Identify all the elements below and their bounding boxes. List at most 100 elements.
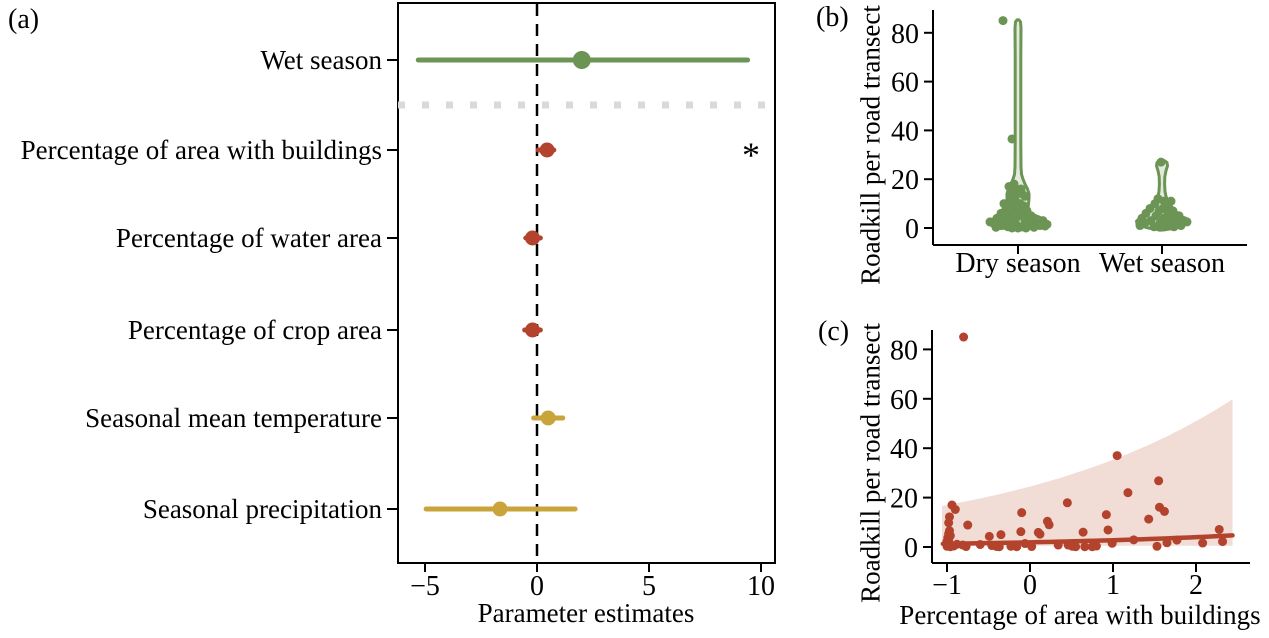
- jitter-point: [1020, 191, 1030, 201]
- scatter-point: [1159, 506, 1169, 516]
- x-tick-label: 10: [747, 571, 775, 602]
- panel-a-label: (a): [8, 4, 40, 35]
- scatter-point: [994, 542, 1004, 552]
- estimate-point: [539, 142, 555, 158]
- panel-c-y-axis-title: Roadkill per road transect: [855, 323, 886, 603]
- jitter-point: [1155, 222, 1165, 232]
- y-tick-label: 60: [890, 385, 918, 416]
- jitter-point: [1135, 221, 1145, 231]
- panel-b-label: (b): [816, 2, 849, 33]
- parameter-row-label: Wet season: [260, 45, 382, 75]
- jitter-point: [1029, 222, 1039, 232]
- x-tick-label: 0: [1023, 570, 1037, 601]
- jitter-point: [991, 222, 1001, 232]
- panel-b-violin-plot: 0 20 40 60 80 Dry season Wet season: [891, 10, 1247, 279]
- parameter-row-label: Seasonal precipitation: [143, 494, 383, 524]
- y-tick-label: 20: [890, 484, 918, 515]
- jitter-point: [1182, 217, 1192, 227]
- scatter-point: [1017, 508, 1027, 518]
- scatter-point: [950, 504, 960, 514]
- scatter-point: [1035, 529, 1045, 539]
- scatter-point: [963, 520, 973, 530]
- scatter-point: [984, 531, 994, 541]
- scatter-point: [1214, 524, 1224, 534]
- jitter-point: [1169, 222, 1179, 232]
- scatter-point: [996, 530, 1006, 540]
- scatter-point: [1107, 538, 1117, 548]
- scatter-point: [1101, 510, 1111, 520]
- scatter-point: [961, 542, 971, 552]
- panel-a-forest-plot: −5 0 5 10 Wet season Percentage of area with …: [21, 2, 776, 602]
- y-tick-label: 60: [891, 68, 919, 99]
- scatter-point: [1154, 476, 1164, 486]
- confidence-band: [942, 399, 1233, 546]
- scatter-point: [1078, 527, 1088, 537]
- jitter-point: [1007, 223, 1017, 233]
- panel-c-scatter-plot: 0 20 40 60 80 −1 0 1 2: [890, 330, 1250, 601]
- scatter-point: [1162, 538, 1172, 548]
- jitter-point: [1156, 157, 1166, 167]
- estimate-point: [525, 230, 541, 246]
- scatter-point: [1218, 537, 1228, 547]
- jitter-point: [1042, 219, 1052, 229]
- x-tick-label: −1: [932, 570, 962, 601]
- significance-asterisk: *: [742, 135, 760, 175]
- panel-a-x-axis-title: Parameter estimates: [477, 598, 695, 628]
- parameter-row-label: Percentage of water area: [116, 223, 382, 253]
- y-tick-label: 40: [890, 434, 918, 465]
- scatter-point: [1044, 520, 1054, 530]
- panel-c-label: (c): [818, 316, 850, 347]
- estimate-point: [525, 322, 541, 338]
- jitter-point: [1162, 221, 1172, 231]
- scatter-point: [1112, 451, 1122, 461]
- scatter-point: [1144, 514, 1154, 524]
- parameter-row-label: Percentage of crop area: [128, 315, 382, 345]
- y-tick-label: 80: [891, 19, 919, 50]
- x-tick-label: 0: [530, 571, 544, 602]
- y-tick-label: 40: [891, 116, 919, 147]
- jitter-point: [985, 217, 995, 227]
- scatter-point: [1012, 542, 1022, 552]
- parameter-row-label: Seasonal mean temperature: [85, 403, 382, 433]
- scatter-point: [1123, 488, 1133, 498]
- scatter-point: [959, 332, 969, 342]
- scatter-point: [1016, 527, 1026, 537]
- panel-b-y-axis-title: Roadkill per road transect: [855, 5, 886, 285]
- estimate-point: [540, 410, 556, 426]
- scatter-point: [952, 539, 962, 549]
- estimate-point: [572, 51, 591, 69]
- panel-c-x-axis-title: Percentage of area with buildings: [899, 600, 1261, 630]
- y-tick-label: 0: [905, 214, 919, 245]
- jitter-point: [1004, 182, 1014, 192]
- y-tick-label: 20: [891, 165, 919, 196]
- y-tick-label: 0: [904, 533, 918, 564]
- x-tick-label: 2: [1189, 570, 1203, 601]
- scatter-point: [1198, 538, 1208, 548]
- scatter-point: [1053, 540, 1063, 550]
- scatter-point: [1091, 541, 1101, 551]
- y-tick-label: 80: [890, 335, 918, 366]
- category-label: Dry season: [955, 248, 1080, 279]
- scatter-point: [1152, 541, 1162, 551]
- scatter-point: [1080, 542, 1090, 552]
- scatter-point: [1103, 525, 1113, 535]
- scatter-point: [944, 518, 954, 528]
- category-label: Wet season: [1099, 248, 1225, 279]
- jitter-point: [1021, 223, 1031, 233]
- jitter-point: [998, 16, 1008, 26]
- scatter-point: [1172, 535, 1182, 545]
- scatter-point: [1129, 535, 1139, 545]
- scatter-point: [1027, 542, 1037, 552]
- x-tick-label: −5: [410, 571, 440, 602]
- parameter-row-label: Percentage of area with buildings: [21, 135, 382, 165]
- x-tick-label: 1: [1106, 570, 1120, 601]
- jitter-point: [1007, 134, 1017, 144]
- scatter-point: [975, 540, 985, 550]
- scatter-point: [1062, 498, 1072, 508]
- scatter-point: [1071, 542, 1081, 552]
- x-tick-label: 5: [642, 571, 656, 602]
- estimate-point: [492, 501, 508, 517]
- plot-frame: [397, 2, 776, 564]
